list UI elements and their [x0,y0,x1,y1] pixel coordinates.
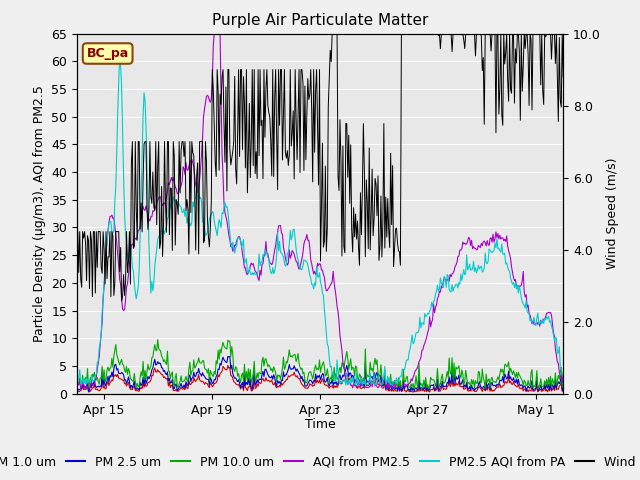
Text: BC_pa: BC_pa [86,47,129,60]
X-axis label: Time: Time [305,419,335,432]
Y-axis label: Particle Density (μg/m3), AQI from PM2.5: Particle Density (μg/m3), AQI from PM2.5 [33,85,45,342]
Y-axis label: Wind Speed (m/s): Wind Speed (m/s) [606,158,620,269]
Legend: PM 1.0 um, PM 2.5 um, PM 10.0 um, AQI from PM2.5, PM2.5 AQI from PA, Wind Speed: PM 1.0 um, PM 2.5 um, PM 10.0 um, AQI fr… [0,451,640,474]
Title: Purple Air Particulate Matter: Purple Air Particulate Matter [212,13,428,28]
